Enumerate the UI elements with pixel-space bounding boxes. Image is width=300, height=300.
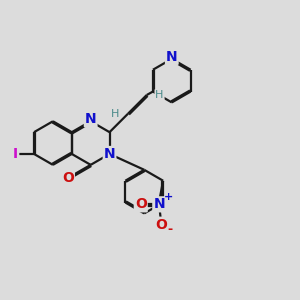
Text: O: O	[155, 218, 167, 232]
Text: I: I	[13, 147, 18, 161]
Text: O: O	[135, 197, 147, 211]
Text: N: N	[104, 147, 115, 161]
Text: N: N	[153, 197, 165, 211]
Text: -: -	[167, 223, 172, 236]
Text: +: +	[164, 192, 173, 203]
Text: O: O	[62, 171, 74, 185]
Text: N: N	[85, 112, 97, 126]
Text: N: N	[166, 50, 178, 64]
Text: H: H	[111, 109, 119, 118]
Text: H: H	[155, 90, 164, 100]
